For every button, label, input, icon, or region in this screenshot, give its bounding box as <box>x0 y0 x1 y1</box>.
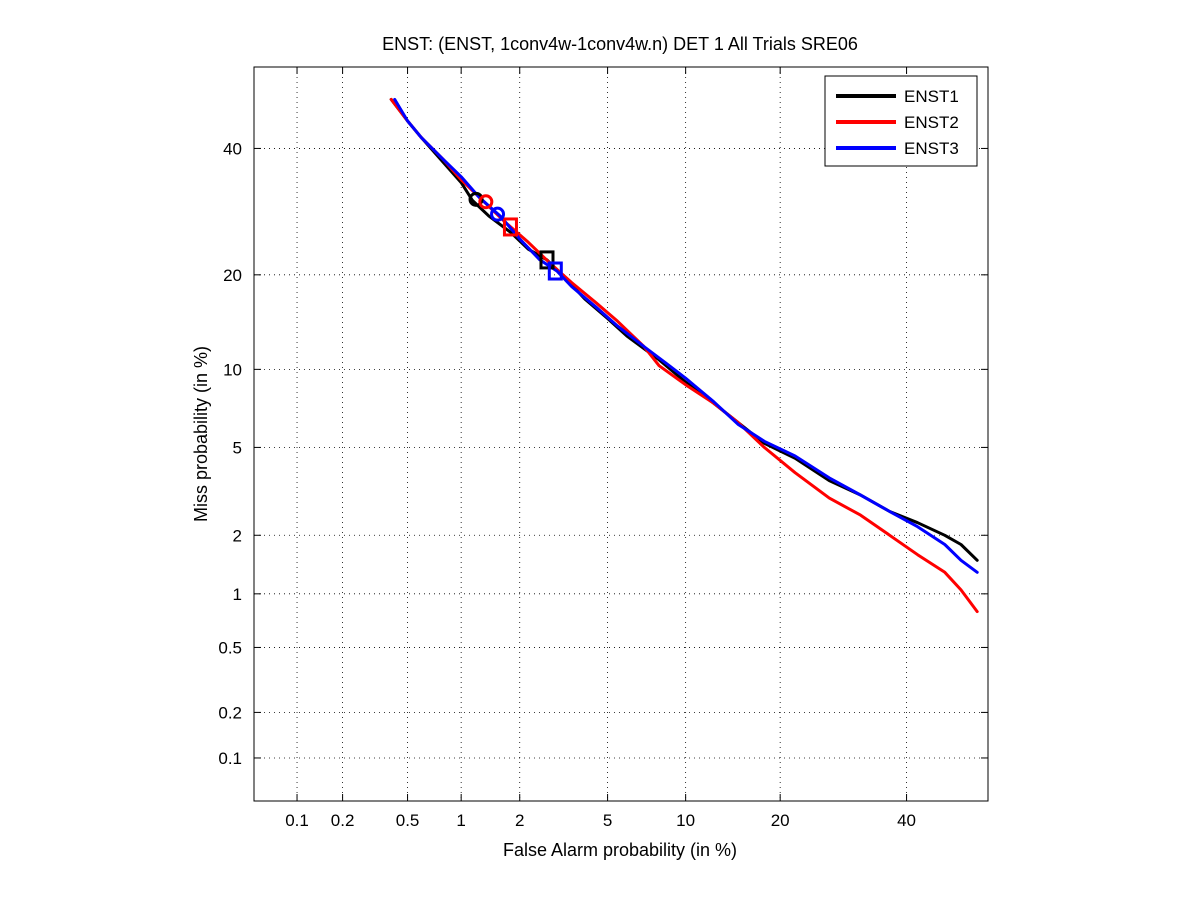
series-line-enst2 <box>389 97 979 614</box>
min-dcf-marker-enst2 <box>478 194 494 210</box>
y-tick-label: 0.5 <box>218 638 242 657</box>
x-axis-label: False Alarm probability (in %) <box>503 840 737 860</box>
y-tick-label: 40 <box>223 139 242 158</box>
legend: ENST1 ENST2 ENST3 <box>824 75 978 167</box>
chart-title: ENST: (ENST, 1conv4w-1conv4w.n) DET 1 Al… <box>382 34 858 54</box>
x-tick-label: 0.2 <box>331 811 355 830</box>
act-dcf-marker-enst2 <box>502 217 518 237</box>
y-axis-label: Miss probability (in %) <box>191 346 211 522</box>
x-tick-label: 2 <box>515 811 524 830</box>
series-line-enst3 <box>393 97 979 574</box>
x-tick-label: 1 <box>456 811 465 830</box>
series-layer <box>389 97 979 614</box>
y-tick-label: 0.1 <box>218 749 242 768</box>
y-tick-label: 1 <box>233 585 242 604</box>
y-tick-label: 2 <box>233 526 242 545</box>
x-tick-label: 10 <box>676 811 695 830</box>
marker-layer <box>468 191 563 281</box>
x-axis-ticks: 0.1 0.2 0.5 1 2 5 10 20 40 <box>285 67 916 830</box>
act-dcf-marker-enst1 <box>539 250 555 270</box>
x-tick-label: 20 <box>771 811 790 830</box>
legend-label-enst2: ENST2 <box>904 113 959 132</box>
legend-label-enst1: ENST1 <box>904 87 959 106</box>
min-dcf-marker-enst3 <box>490 206 506 222</box>
y-tick-label: 20 <box>223 266 242 285</box>
x-tick-label: 40 <box>897 811 916 830</box>
y-axis-ticks: 0.1 0.2 0.5 1 2 5 10 20 40 <box>218 139 988 768</box>
y-tick-label: 5 <box>233 438 242 457</box>
x-tick-label: 0.1 <box>285 811 309 830</box>
x-tick-label: 0.5 <box>396 811 420 830</box>
plot-area-frame <box>253 66 989 802</box>
legend-label-enst3: ENST3 <box>904 139 959 158</box>
x-tick-label: 5 <box>603 811 612 830</box>
y-tick-label: 10 <box>223 360 242 379</box>
act-dcf-marker-enst3 <box>547 261 563 281</box>
y-tick-label: 0.2 <box>218 703 242 722</box>
